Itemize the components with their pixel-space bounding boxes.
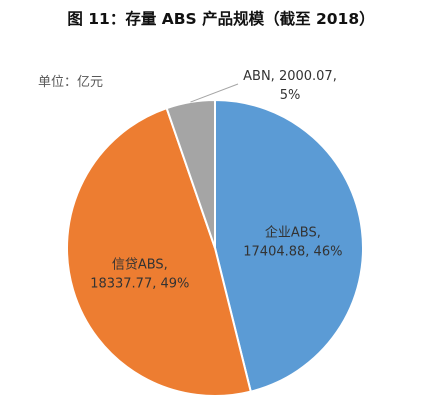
data-labels: 企业ABS, 17404.88, 46% 信贷ABS, 18337.77, 49% AB… (90, 69, 342, 291)
slice-label-value-1: 18337.77, 49% (90, 276, 189, 291)
slice-label-name-2: ABN, 2000.07, (243, 69, 337, 84)
slice-label-name-1: 信贷ABS, (112, 257, 168, 272)
slice-label-value-2: 5% (280, 88, 301, 103)
unit-label: 单位：亿元 (38, 75, 103, 90)
leader-lines (190, 83, 239, 103)
leader-line-abn (190, 83, 239, 103)
pie-slice-2 (165, 98, 216, 249)
pie-slices (66, 98, 364, 397)
slice-label-value-0: 17404.88, 46% (243, 244, 342, 259)
slice-label-name-0: 企业ABS, (265, 224, 321, 240)
pie-slice-0 (214, 98, 364, 393)
chart-title: 图 11：存量 ABS 产品规模（截至 2018） (67, 9, 374, 28)
pie-slice-1 (66, 106, 252, 397)
